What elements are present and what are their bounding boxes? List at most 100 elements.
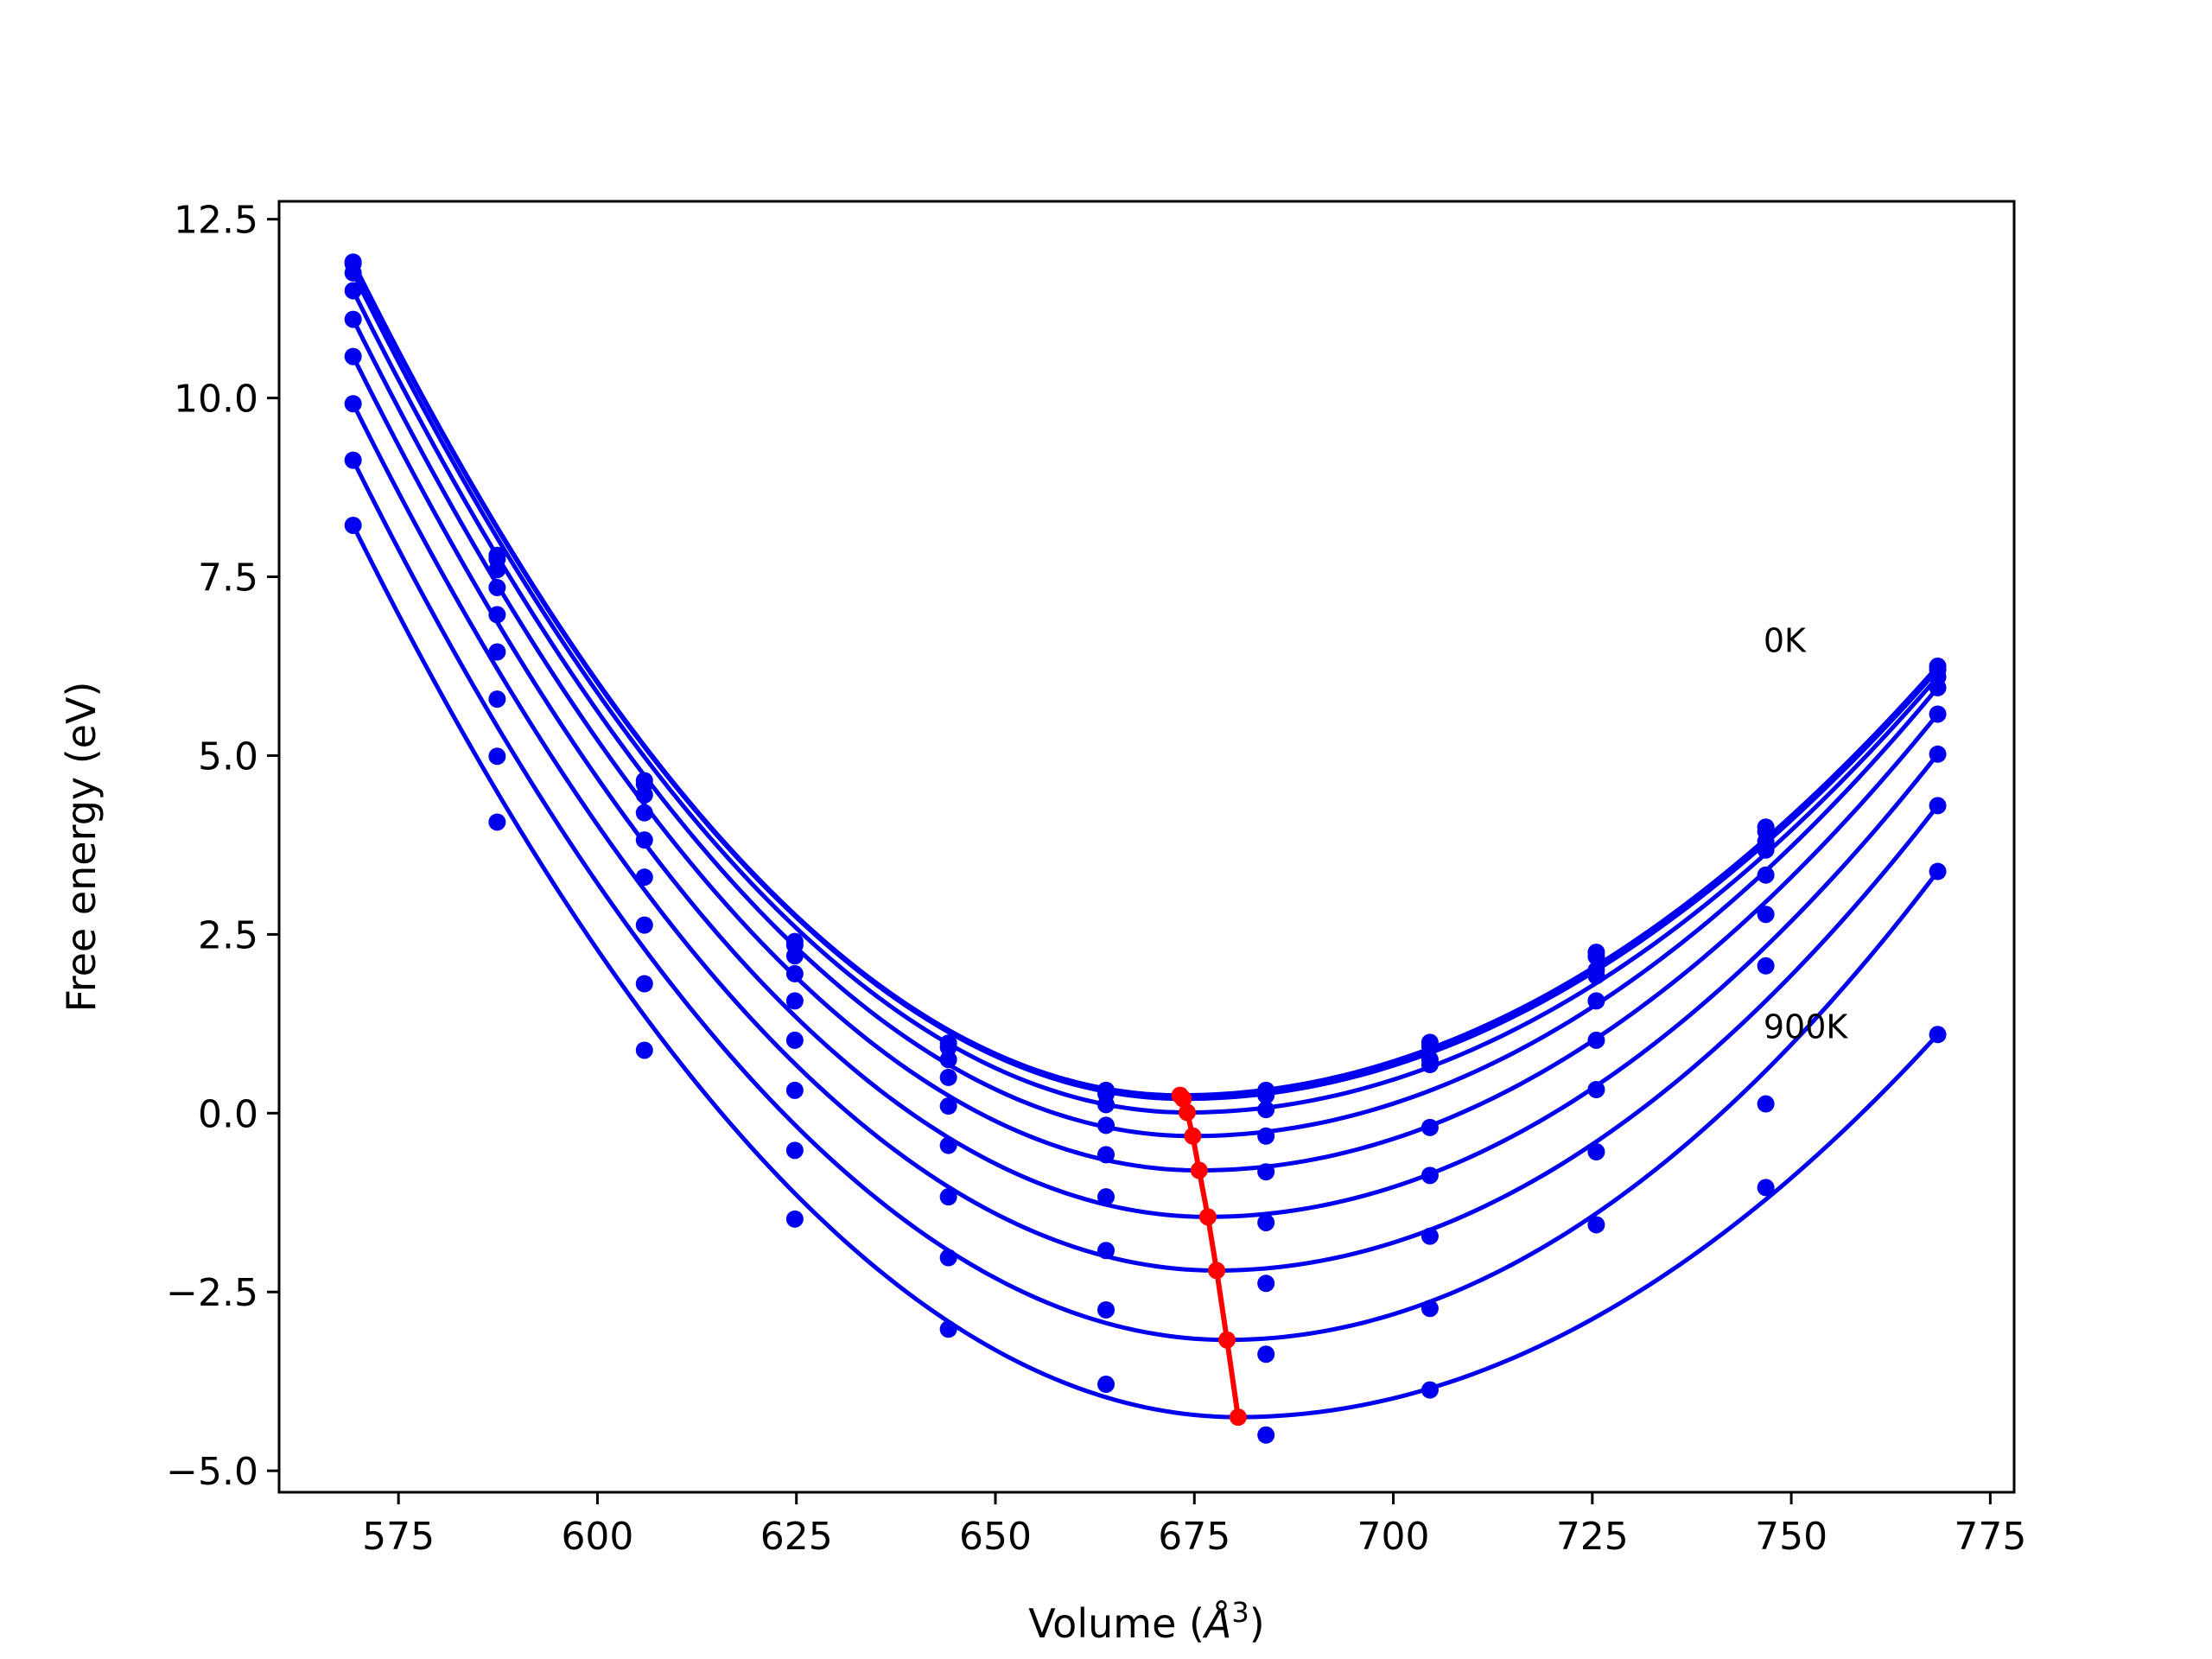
data-point [1929,678,1947,696]
equilibrium-line [1171,1086,1247,1427]
x-tick-label: 600 [561,1515,633,1559]
data-points [344,253,1947,1444]
equilibrium-point [1198,1208,1217,1226]
data-point [1587,1216,1605,1234]
x-axis-label: Volume (Å3) [1028,1596,1264,1647]
curve-200K [351,271,1940,1115]
data-point [1421,1038,1439,1056]
x-tick-label: 750 [1755,1515,1827,1559]
data-point [344,264,362,282]
data-point [1421,1118,1439,1136]
data-point [1587,1081,1605,1098]
data-point [1257,1086,1275,1104]
data-point [635,831,653,849]
data-point [1587,1143,1605,1161]
data-point [1757,1095,1775,1113]
data-point [939,1136,957,1154]
data-point [488,578,506,596]
x-tick-label: 775 [1954,1515,2026,1559]
data-point [344,395,362,413]
data-point [1757,957,1775,975]
data-point [1257,1213,1275,1231]
curve-0K [351,261,1940,1098]
y-tick-label: 12.5 [174,199,258,243]
y-tick-label: 0.0 [198,1092,258,1136]
curve-500K [351,355,1940,1219]
data-point [488,813,506,831]
data-point [1929,1026,1947,1044]
data-point [1587,967,1605,985]
data-point [785,1081,804,1099]
curve-600K [351,403,1940,1273]
curve-100K [351,262,1940,1102]
y-axis-label: Free energy (eV) [58,682,105,1013]
y-tick-label: 5.0 [198,734,258,779]
y-tick-label: −2.5 [166,1271,258,1315]
data-point [635,975,653,993]
data-point [1587,1031,1605,1049]
curve-300K [351,289,1940,1139]
y-tick-label: 10.0 [174,378,258,422]
data-point [1421,1381,1439,1399]
data-point [635,916,653,934]
equilibrium-point [1229,1408,1247,1427]
fit-curves [351,261,1940,1420]
data-point [1587,948,1605,966]
data-point [939,1039,957,1057]
data-point [939,1097,957,1116]
x-axis-ticks: 575 600 625 650 675 700 725 750 775 [362,1492,2026,1559]
data-point [785,992,804,1010]
data-point [344,347,362,365]
data-point [635,868,653,887]
x-tick-label: 725 [1556,1515,1629,1559]
data-point [635,785,653,804]
data-point [1257,1274,1275,1293]
data-point [635,804,653,822]
data-point [785,947,804,965]
data-point [785,1210,804,1228]
data-point [1421,1300,1439,1318]
data-point [488,747,506,766]
data-point [939,1249,957,1267]
temperature-annotation: 900K [1764,1007,1849,1046]
data-point [1929,862,1947,880]
data-point [1929,745,1947,763]
y-tick-label: 7.5 [198,556,258,601]
equilibrium-point [1190,1161,1208,1179]
data-point [1257,1163,1275,1181]
data-point [1929,705,1947,723]
data-point [1757,866,1775,884]
data-point [488,643,506,661]
y-axis-ticks: −5.0 −2.5 0.0 2.5 5.0 7.5 10.0 12.5 [166,199,279,1494]
data-point [1257,1101,1275,1119]
equilibrium-point [1178,1103,1196,1122]
data-point [1421,1227,1439,1245]
annotations: 0K 900K [1764,621,1849,1046]
equilibrium-point [1208,1262,1226,1280]
data-point [1097,1242,1116,1260]
data-point [1257,1127,1275,1145]
data-point [344,310,362,328]
data-point [344,516,362,534]
data-point [1757,841,1775,859]
data-point [1421,1056,1439,1074]
x-tick-label: 700 [1357,1515,1430,1559]
data-point [1257,1345,1275,1363]
curve-400K [351,318,1940,1173]
curve-700K [351,459,1940,1343]
data-point [939,1320,957,1338]
temperature-annotation: 0K [1764,621,1807,659]
data-point [344,451,362,469]
equilibrium-point [1174,1090,1192,1108]
data-point [1929,797,1947,815]
data-point [344,282,362,300]
data-point [1421,1166,1439,1185]
y-tick-label: 2.5 [198,913,258,957]
curve-900K [351,524,1940,1420]
data-point [939,1068,957,1086]
data-point [1257,1426,1275,1444]
data-point [1757,1179,1775,1197]
data-point [635,1041,653,1059]
data-point [1097,1146,1116,1164]
data-point [785,1141,804,1160]
